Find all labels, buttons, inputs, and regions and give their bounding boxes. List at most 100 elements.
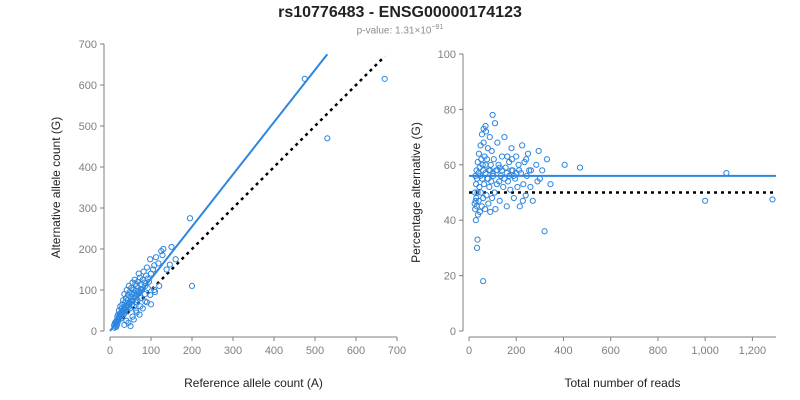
data-point [121, 291, 128, 298]
data-point [474, 211, 482, 218]
y-tick-label: 20 [444, 271, 456, 283]
data-point [147, 256, 154, 263]
data-point [472, 172, 479, 179]
data-point [141, 279, 148, 286]
data-point [508, 156, 516, 163]
data-point [111, 324, 118, 331]
reference-line [121, 55, 386, 320]
data-point [486, 183, 493, 191]
data-point [503, 203, 510, 210]
data-point [135, 270, 142, 277]
data-point [130, 316, 137, 323]
data-point [489, 111, 496, 119]
data-point [474, 189, 481, 196]
x-tick-label: 0 [107, 345, 113, 357]
y-tick-label: 100 [79, 285, 97, 297]
data-point [501, 175, 508, 182]
scatter-panel-percentage: 0 200 400 600 800 1,000 1,200 0 20 40 60 80 100 Total… [409, 49, 776, 390]
x-tick-label: 400 [265, 345, 283, 357]
data-point [501, 134, 508, 141]
data-point [520, 181, 527, 188]
data-point [561, 161, 568, 168]
data-point [547, 181, 554, 188]
data-point [494, 139, 501, 146]
data-point [478, 131, 486, 138]
data-point [510, 194, 517, 202]
data-point [117, 303, 124, 310]
x-tick-label: 1,200 [739, 345, 767, 357]
data-point [480, 278, 487, 285]
data-point [481, 181, 488, 188]
data-point [168, 243, 175, 251]
data-point [541, 228, 548, 235]
data-point [145, 278, 153, 285]
data-point [522, 192, 529, 199]
data-point [129, 313, 136, 320]
pvalue-exponent: −91 [431, 24, 444, 31]
data-point [487, 167, 494, 174]
data-point [495, 161, 502, 168]
data-point [166, 261, 173, 268]
x-tick-label: 600 [347, 345, 365, 357]
data-point [113, 318, 120, 326]
data-point [519, 197, 526, 204]
data-point [474, 158, 481, 166]
data-point [158, 247, 165, 255]
data-point [702, 197, 709, 204]
data-point [480, 194, 487, 202]
data-point [492, 206, 499, 213]
data-point [472, 217, 479, 224]
data-point [489, 194, 496, 202]
data-point [527, 183, 534, 191]
data-point [147, 291, 154, 299]
y-tick-label: 500 [79, 121, 97, 133]
data-point [533, 161, 540, 168]
y-tick-label: 60 [444, 160, 456, 172]
data-point [481, 206, 489, 213]
y-tick-label: 600 [79, 80, 97, 92]
x-tick-label: 600 [602, 345, 620, 357]
data-point [543, 156, 551, 163]
data-point [120, 297, 127, 304]
data-point [132, 307, 139, 314]
x-tick-label: 300 [224, 345, 242, 357]
y-tick-label: 300 [79, 203, 97, 215]
x-tick-label: 100 [142, 345, 160, 357]
data-point [539, 167, 546, 174]
x-tick-label: 700 [388, 345, 406, 357]
data-point [524, 150, 532, 157]
data-point [576, 164, 584, 171]
data-point [128, 291, 135, 298]
data-point [301, 75, 308, 82]
data-point [515, 161, 522, 168]
data-point [186, 215, 194, 222]
data-point [477, 189, 484, 196]
data-point [137, 303, 144, 310]
data-point [381, 75, 388, 82]
data-point [723, 170, 730, 177]
data-point [471, 189, 479, 196]
y-tick-label: 100 [438, 49, 456, 61]
data-point [476, 183, 483, 191]
data-point [478, 203, 485, 210]
data-point [475, 150, 483, 157]
data-point [156, 282, 163, 289]
data-point [507, 186, 514, 193]
data-point [529, 197, 536, 204]
fit-line [109, 53, 329, 332]
y-tick-label: 200 [79, 244, 97, 256]
data-point [480, 125, 487, 132]
data-point [484, 175, 491, 182]
data-point [478, 156, 485, 163]
data-point [491, 189, 498, 196]
data-point [534, 178, 541, 185]
x-axis-title: Total number of reads [564, 376, 680, 390]
data-point [516, 203, 523, 210]
data-point [132, 280, 139, 287]
data-point [140, 268, 147, 275]
data-point [496, 164, 503, 171]
data-point [527, 167, 534, 174]
data-point [514, 183, 521, 191]
data-point [160, 245, 167, 253]
